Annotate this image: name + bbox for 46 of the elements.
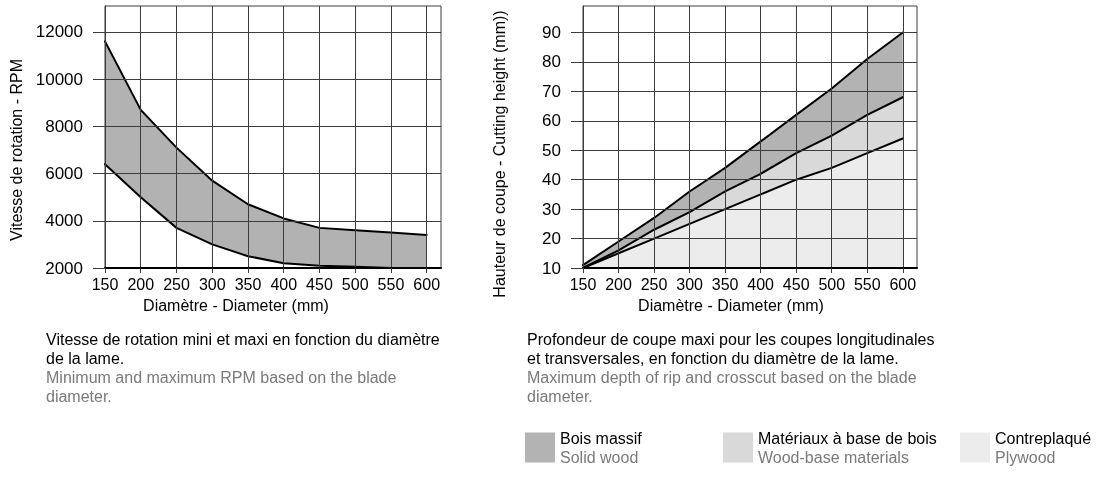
y-tick-label: 12000 [35, 22, 83, 42]
y-tick-label: 4000 [45, 211, 83, 231]
y-tick-label: 70 [542, 81, 561, 101]
text: Maximum depth of rip and crosscut based on the blade diameter. [527, 368, 918, 406]
legend-label: Bois massif Solid wood [560, 429, 643, 466]
x-tick-label: 150 [569, 275, 597, 293]
x-tick-label: 550 [853, 275, 881, 293]
y-axis-title: Hauteur de coupe - Cutting height (mm)) [490, 10, 508, 298]
y-tick-label: 10000 [35, 69, 83, 89]
y-tick-label: 2000 [45, 258, 83, 278]
y-tick-label: 90 [542, 22, 561, 42]
y-tick-label: 8000 [45, 116, 83, 136]
x-tick-label: 450 [782, 275, 810, 293]
y-tick-label: 50 [542, 140, 561, 160]
text: Profondeur de coupe maxi pour les coupes longitudinales et transversales, en fonction du diamètre de la lame. [527, 330, 936, 368]
x-tick-label: 450 [306, 275, 333, 293]
y-tick-label: 10 [542, 258, 561, 278]
x-tick-label: 550 [377, 275, 405, 293]
x-tick-label: 500 [818, 275, 846, 293]
x-tick-label: 250 [640, 275, 668, 293]
x-tick-label: 600 [889, 275, 917, 293]
x-tick-label: 250 [163, 275, 190, 293]
x-tick-label: 300 [676, 275, 704, 293]
y-tick-label: 60 [542, 111, 561, 131]
x-tick-label: 200 [127, 275, 155, 293]
y-tick-label: 40 [542, 170, 561, 190]
x-tick-label: 400 [270, 275, 298, 293]
y-tick-label: 20 [542, 229, 561, 249]
x-tick-label: 400 [747, 275, 775, 293]
legend-label: Contreplaqué Plywood [995, 429, 1092, 466]
x-axis-title: Diamètre - Diameter (mm) [143, 296, 329, 314]
x-tick-label: 300 [198, 275, 226, 293]
x-tick-label: 150 [91, 275, 119, 293]
text: Vitesse de rotation mini et maxi en fonction du diamètre de la lame. [46, 330, 441, 368]
y-tick-label: 80 [542, 52, 561, 72]
y-axis-title: Vitesse de rotation - RPM [8, 58, 26, 242]
x-axis-title: Diamètre - Diameter (mm) [638, 296, 824, 314]
text: Minimum and maximum RPM based on the blade diameter. [46, 368, 398, 406]
legend-label: Matériaux à base de bois Wood-base materials [758, 429, 937, 466]
x-tick-label: 200 [605, 275, 632, 293]
x-tick-label: 350 [711, 275, 739, 293]
x-tick-label: 500 [341, 275, 369, 293]
y-tick-label: 6000 [45, 164, 83, 184]
x-tick-label: 350 [234, 275, 262, 293]
x-tick-label: 600 [413, 275, 441, 293]
y-tick-label: 30 [542, 199, 561, 219]
